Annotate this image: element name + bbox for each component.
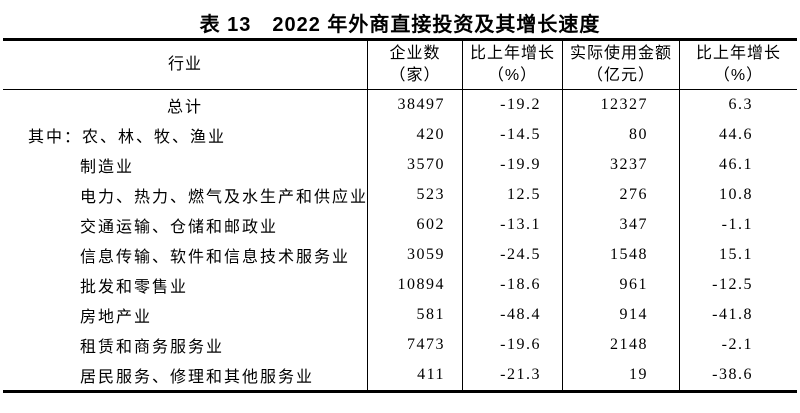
value-cell: 347 — [563, 210, 680, 240]
value-cell: 80 — [563, 120, 680, 150]
table-row: 总计 38497 -19.2 12327 6.3 — [3, 90, 797, 120]
column-header-enterprises-line2: （家） — [389, 67, 441, 84]
table-title: 表 13 2022 年外商直接投资及其增长速度 — [199, 14, 601, 36]
industry-cell: 租赁和商务服务业 — [3, 330, 368, 360]
value-cell: 10.8 — [719, 186, 753, 203]
column-header-growth-enterprises: 比上年增长 （%） — [463, 41, 563, 89]
industry-cell: 交通运输、仓储和邮政业 — [3, 210, 368, 240]
industry-cell: 制造业 — [3, 150, 368, 180]
value-cell: 2148 — [563, 330, 680, 360]
table-header-row: 行业 企业数 （家） 比上年增长 （%） 实际使用金额 （亿元） 比上年增长 （… — [3, 41, 797, 90]
value-cell: 44.6 — [719, 126, 753, 143]
column-header-amount: 实际使用金额 （亿元） — [563, 41, 680, 89]
value-cell: 46.1 — [719, 156, 753, 173]
column-header-growth-amount: 比上年增长 （%） — [680, 41, 797, 89]
value-cell: 6.3 — [728, 96, 753, 113]
value-cell: 3237 — [563, 150, 680, 180]
value-cell: 7473 — [368, 330, 463, 360]
column-header-growth-amount-line1: 比上年增长 — [695, 45, 781, 62]
value-cell: 1548 — [563, 240, 680, 270]
column-header-industry: 行业 — [3, 41, 368, 89]
value-cell: 581 — [368, 300, 463, 330]
value-cell: -19.9 — [463, 150, 563, 180]
table-row: 制造业 3570 -19.9 3237 46.1 — [3, 150, 797, 180]
column-header-growth-amount-line2: （%） — [713, 67, 764, 84]
value-cell: 38497 — [368, 90, 463, 120]
table-row: 其中：农、林、牧、渔业 420 -14.5 80 44.6 — [3, 120, 797, 150]
value-cell: -24.5 — [463, 240, 563, 270]
table-row: 电力、热力、燃气及水生产和供应业 523 12.5 276 10.8 — [3, 180, 797, 210]
value-cell: -13.1 — [463, 210, 563, 240]
industry-cell: 居民服务、修理和其他服务业 — [3, 360, 368, 390]
industry-cell: 其中：农、林、牧、渔业 — [3, 120, 368, 150]
table-row: 居民服务、修理和其他服务业 411 -21.3 19 -38.6 — [3, 360, 797, 390]
value-cell: 523 — [368, 180, 463, 210]
table-row: 交通运输、仓储和邮政业 602 -13.1 347 -1.1 — [3, 210, 797, 240]
industry-cell: 房地产业 — [3, 300, 368, 330]
value-cell: 914 — [563, 300, 680, 330]
value-cell: -38.6 — [712, 366, 753, 383]
table-row: 信息传输、软件和信息技术服务业 3059 -24.5 1548 15.1 — [3, 240, 797, 270]
table-row: 批发和零售业 10894 -18.6 961 -12.5 — [3, 270, 797, 300]
value-cell: 10894 — [368, 270, 463, 300]
column-header-enterprises-line1: 企业数 — [389, 45, 441, 62]
value-cell: -19.6 — [463, 330, 563, 360]
column-header-growth-enterprises-line2: （%） — [487, 67, 538, 84]
value-cell: 3059 — [368, 240, 463, 270]
fdi-table: 行业 企业数 （家） 比上年增长 （%） 实际使用金额 （亿元） 比上年增长 （… — [3, 38, 797, 393]
value-cell: 12327 — [563, 90, 680, 120]
column-header-growth-enterprises-line1: 比上年增长 — [469, 45, 555, 62]
value-cell: 15.1 — [719, 246, 753, 263]
value-cell: -18.6 — [463, 270, 563, 300]
value-cell: -1.1 — [721, 216, 753, 233]
value-cell: 602 — [368, 210, 463, 240]
value-cell: -19.2 — [463, 90, 563, 120]
value-cell: -21.3 — [463, 360, 563, 390]
industry-cell: 总计 — [3, 90, 368, 120]
table-row: 租赁和商务服务业 7473 -19.6 2148 -2.1 — [3, 330, 797, 360]
value-cell: -14.5 — [463, 120, 563, 150]
value-cell: -12.5 — [712, 276, 753, 293]
value-cell: 12.5 — [463, 180, 563, 210]
industry-cell: 批发和零售业 — [3, 270, 368, 300]
column-header-amount-line1: 实际使用金额 — [569, 45, 672, 62]
column-header-enterprises: 企业数 （家） — [368, 41, 463, 89]
value-cell: 411 — [368, 360, 463, 390]
industry-cell: 信息传输、软件和信息技术服务业 — [3, 240, 368, 270]
value-cell: 3570 — [368, 150, 463, 180]
value-cell: 961 — [563, 270, 680, 300]
industry-cell: 电力、热力、燃气及水生产和供应业 — [3, 180, 368, 210]
value-cell: -48.4 — [463, 300, 563, 330]
value-cell: 19 — [563, 360, 680, 390]
value-cell: -2.1 — [721, 336, 753, 353]
value-cell: 420 — [368, 120, 463, 150]
table-body: 总计 38497 -19.2 12327 6.3 其中：农、林、牧、渔业 420 -14.5 8… — [3, 90, 797, 390]
table-row: 房地产业 581 -48.4 914 -41.8 — [3, 300, 797, 330]
value-cell: -41.8 — [712, 306, 753, 323]
column-header-industry-label: 行业 — [167, 56, 202, 73]
value-cell: 276 — [563, 180, 680, 210]
column-header-amount-line2: （亿元） — [586, 67, 655, 84]
